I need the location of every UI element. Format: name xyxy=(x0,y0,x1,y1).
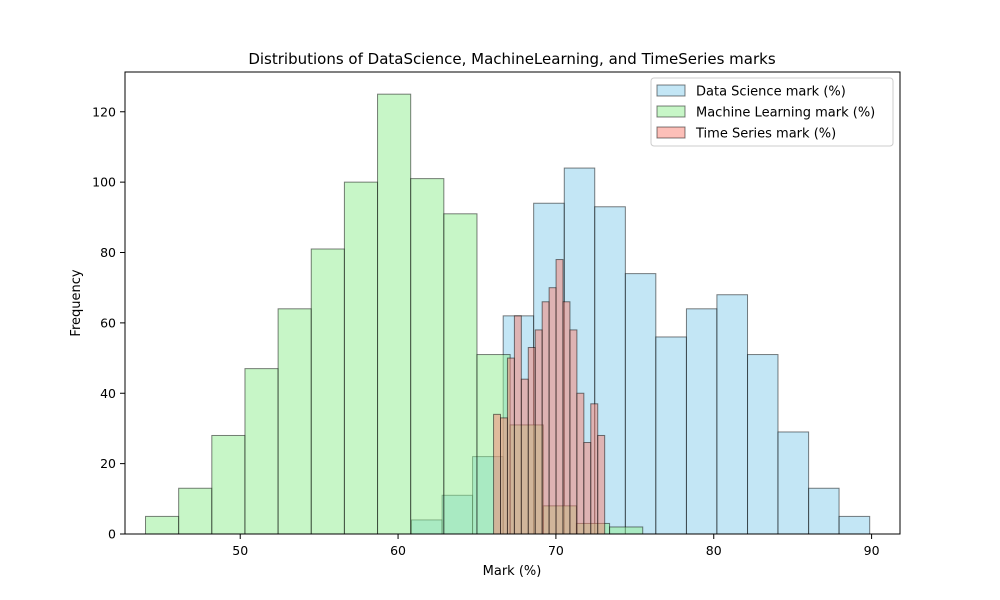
histogram-bar xyxy=(178,487,213,535)
histogram-bar xyxy=(569,329,578,535)
histogram-bar xyxy=(145,515,180,535)
histogram-bar xyxy=(597,434,606,535)
x-tick-label: 60 xyxy=(390,543,406,558)
histogram-bar xyxy=(506,357,515,535)
histogram-bar xyxy=(410,178,445,535)
histogram-bar xyxy=(747,354,779,535)
histogram-bar xyxy=(493,413,502,535)
plot-frame xyxy=(124,71,901,535)
y-axis-ticks: 0 20 40 60 80 100 120 xyxy=(92,104,125,542)
y-tick-label: 20 xyxy=(100,456,116,471)
histogram-bar xyxy=(277,308,312,535)
histogram-bar xyxy=(443,213,478,535)
histogram-bar xyxy=(520,378,529,535)
x-tick-label: 70 xyxy=(548,543,564,558)
bars-layer xyxy=(145,93,871,535)
y-axis-label: Frequency xyxy=(69,269,84,336)
legend-swatch xyxy=(656,84,686,97)
legend-swatch xyxy=(656,105,686,118)
x-tick-label: 80 xyxy=(706,543,722,558)
x-axis-ticks: 50 60 70 80 90 xyxy=(232,534,880,558)
histogram-bar xyxy=(685,308,718,535)
histogram-bar xyxy=(244,368,279,535)
series-2-bars xyxy=(145,93,644,535)
x-axis-label: Mark (%) xyxy=(483,564,542,579)
histogram-bar xyxy=(513,315,522,535)
y-tick-label: 60 xyxy=(100,315,116,330)
legend-label: Data Science mark (%) xyxy=(696,85,846,100)
legend: Data Science mark (%) Machine Learning ma… xyxy=(650,77,894,147)
legend-label: Machine Learning mark (%) xyxy=(696,106,875,121)
histogram-bar xyxy=(624,273,657,535)
y-tick-label: 40 xyxy=(100,386,116,401)
histogram-bar xyxy=(838,515,871,535)
series-3-bars xyxy=(493,259,606,535)
histogram-bar xyxy=(562,301,571,535)
legend-swatch xyxy=(656,126,686,139)
histogram-bar xyxy=(377,93,412,535)
histogram-bar xyxy=(310,248,345,535)
legend-label: Time Series mark (%) xyxy=(695,127,836,142)
histogram-bar xyxy=(555,259,564,535)
histogram-bar xyxy=(534,329,543,535)
histogram-bar xyxy=(609,526,644,535)
y-tick-label: 100 xyxy=(92,175,116,190)
x-tick-label: 50 xyxy=(232,543,248,558)
histogram-bar xyxy=(777,431,810,535)
y-tick-label: 0 xyxy=(108,527,116,542)
histogram-bar xyxy=(527,347,536,535)
histogram-bar xyxy=(548,287,557,535)
histogram-bar xyxy=(211,434,246,535)
histogram-bar xyxy=(343,181,379,535)
histogram-bar xyxy=(541,301,550,535)
histogram-bar xyxy=(576,392,585,535)
histogram-bar xyxy=(655,336,687,535)
legend-box xyxy=(650,77,894,147)
histogram-bar xyxy=(808,487,840,535)
y-tick-label: 120 xyxy=(92,104,116,119)
chart-title: Distributions of DataScience, MachineLea… xyxy=(248,50,776,68)
y-tick-label: 80 xyxy=(100,245,116,260)
x-tick-label: 90 xyxy=(864,543,880,558)
histogram-bar xyxy=(583,442,592,535)
histogram-bar xyxy=(590,403,599,535)
histogram-bar xyxy=(716,294,749,535)
histogram-bar xyxy=(500,417,508,535)
